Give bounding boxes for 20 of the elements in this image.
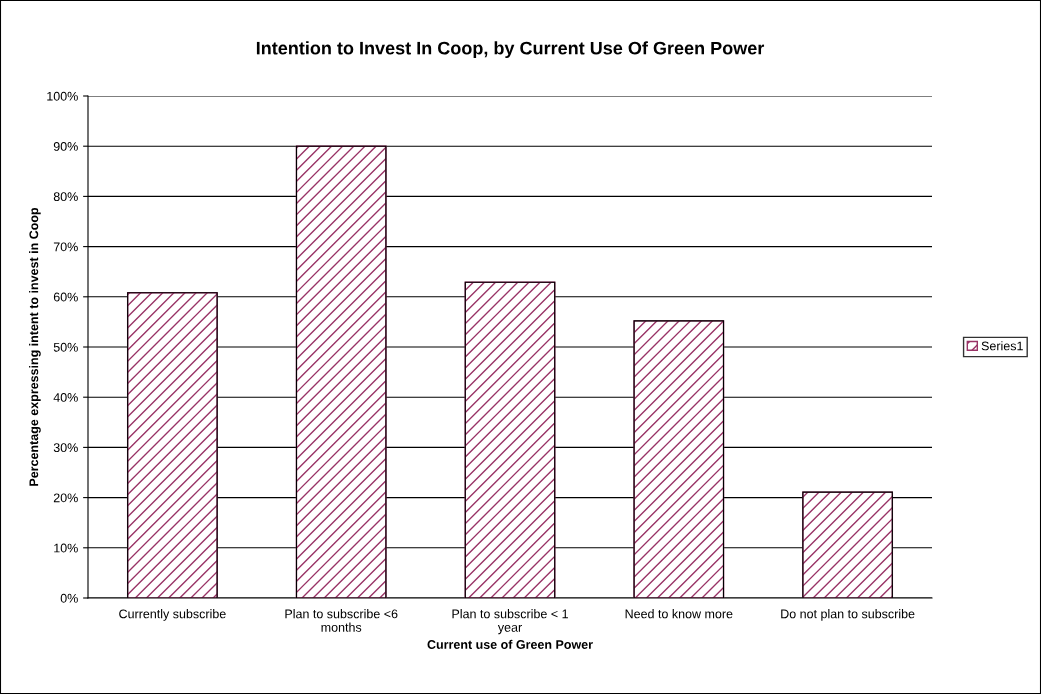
y-tick-label: 90% bbox=[53, 142, 78, 151]
y-tick-label: 10% bbox=[54, 543, 78, 553]
x-tick-label: Plan to subscribe < 1 year bbox=[452, 609, 568, 635]
y-tick-label: 60% bbox=[53, 292, 78, 302]
x-axis-title: Current use of Green Power bbox=[427, 639, 593, 649]
y-tick-label: 40% bbox=[53, 393, 78, 402]
x-tick-label: Plan to subscribe <6 months bbox=[285, 609, 398, 632]
y-tick-label: 20% bbox=[53, 493, 78, 503]
y-tick-label: 30% bbox=[53, 443, 78, 453]
x-tick-label: Currently subscribe bbox=[119, 609, 226, 621]
y-tick-label: 80% bbox=[53, 192, 78, 202]
chart-title: Intention to Invest In Coop, by Current Use Of Green Power bbox=[256, 41, 765, 59]
y-tick-label: 50% bbox=[53, 342, 78, 352]
y-axis-title: Percentage expressing intent to invest in Coop bbox=[29, 207, 41, 486]
legend-label: Series1 bbox=[981, 341, 1023, 351]
x-tick-label: Do not plan to subscribe bbox=[781, 609, 915, 621]
y-tick-label: 70% bbox=[53, 242, 78, 252]
y-tick-label: 100% bbox=[47, 91, 78, 101]
x-tick-label: Need to know more bbox=[625, 609, 733, 619]
y-tick-label: 0% bbox=[60, 593, 78, 603]
